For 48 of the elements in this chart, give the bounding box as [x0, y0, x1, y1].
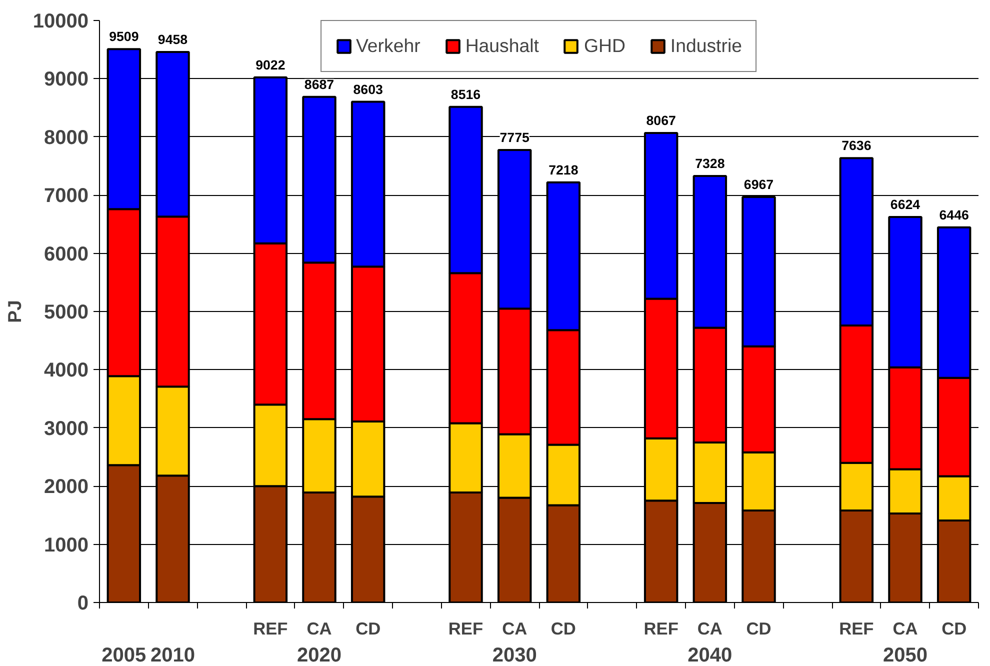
total-label: 7636	[842, 138, 872, 154]
total-label: 8067	[646, 113, 676, 128]
legend-label: Industrie	[670, 35, 742, 57]
total-label: 9509	[109, 29, 139, 44]
x-tick-label: CA	[697, 618, 723, 638]
total-label: 9458	[158, 32, 188, 48]
y-tick-label: 4000	[44, 360, 89, 382]
x-tick-label: CD	[746, 618, 772, 638]
total-label: 7218	[548, 162, 578, 178]
total-label: 7775	[500, 130, 530, 145]
total-label: 8603	[353, 82, 383, 97]
x-tick-label: CD	[942, 618, 967, 638]
x-tick-label: CD	[550, 618, 576, 638]
y-axis-title: PJ	[4, 300, 25, 323]
x-tick-label: CA	[892, 618, 918, 638]
total-label: 6967	[744, 177, 774, 192]
total-label: 6446	[939, 207, 969, 222]
x-tick-label: CD	[356, 618, 381, 638]
y-tick-label: 3000	[44, 418, 89, 440]
y-tick-label: 7000	[44, 185, 89, 208]
text: 2050	[883, 644, 928, 666]
text: 2040	[688, 644, 732, 666]
y-tick-label: 8000	[44, 126, 89, 149]
y-tick-label: 2000	[44, 476, 89, 498]
x-tick-label: REF	[644, 618, 678, 638]
legend-label: Haushalt	[465, 35, 539, 57]
x-tick-label: REF	[839, 618, 874, 638]
y-tick-label: 10000	[32, 10, 89, 32]
legend-label: GHD	[584, 35, 626, 57]
text: 2030	[492, 644, 537, 666]
text: 2005	[102, 644, 146, 666]
text: 2010	[150, 644, 196, 666]
x-tick-label: REF	[253, 618, 288, 638]
x-tick-label: REF	[448, 618, 484, 638]
total-label: 6624	[890, 196, 921, 212]
total-label: 8516	[450, 86, 481, 102]
total-label: 7328	[695, 156, 725, 172]
total-label: 8687	[304, 76, 334, 92]
x-tick-label: CA	[502, 618, 528, 638]
y-tick-label: 0	[77, 592, 88, 614]
x-tick-label: CA	[306, 618, 332, 638]
y-tick-label: 1000	[44, 534, 89, 556]
legend-label: Verkehr	[356, 35, 420, 57]
text: 2020	[297, 644, 342, 666]
y-tick-label: 6000	[44, 243, 89, 266]
y-tick-label: 5000	[44, 302, 89, 324]
y-tick-label: 9000	[44, 68, 89, 91]
total-label: 9022	[256, 57, 286, 72]
